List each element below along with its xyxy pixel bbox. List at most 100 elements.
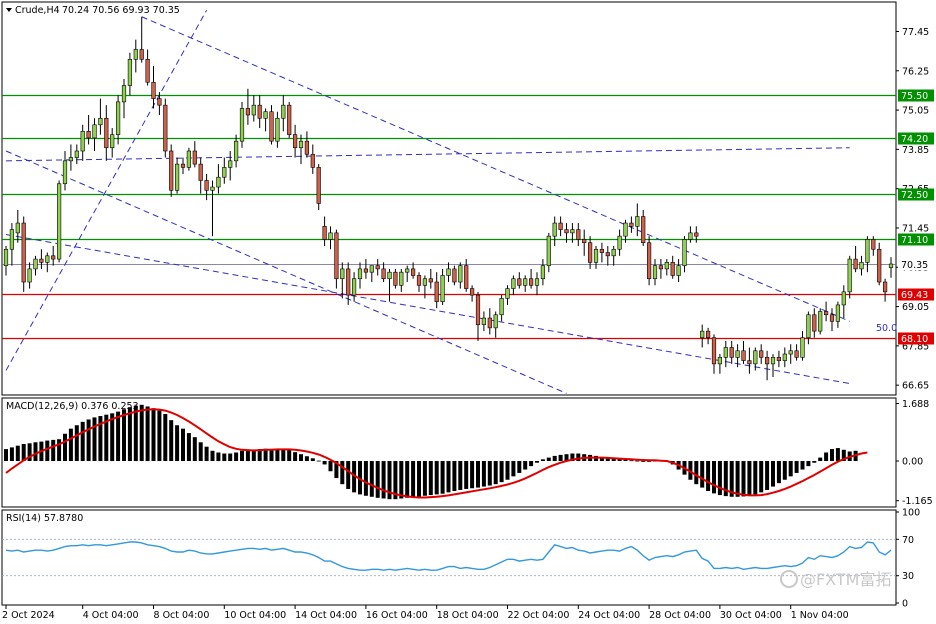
candle[interactable] [617,229,622,256]
candle[interactable] [540,259,545,286]
candle[interactable] [587,236,593,269]
candle[interactable] [794,344,799,361]
candle[interactable] [80,124,85,161]
candle[interactable] [505,285,510,305]
candle[interactable] [216,164,221,194]
candle[interactable] [458,262,463,289]
candle[interactable] [782,347,787,368]
candle[interactable] [776,350,781,368]
candle[interactable] [51,245,56,266]
candle[interactable] [322,216,327,246]
trendline[interactable] [5,147,850,162]
candle[interactable] [3,245,9,276]
candle[interactable] [605,245,610,266]
candle[interactable] [416,272,422,292]
candle[interactable] [192,141,197,168]
candle[interactable] [68,144,73,171]
candle[interactable] [641,209,646,246]
candle[interactable] [133,39,138,73]
candle[interactable] [635,203,640,237]
candle[interactable] [251,95,256,122]
candle[interactable] [346,262,351,305]
candle[interactable] [310,144,315,174]
candle[interactable] [741,340,746,364]
candle[interactable] [15,209,20,243]
candle[interactable] [269,105,274,145]
candle[interactable] [410,262,416,279]
candle[interactable] [770,354,776,377]
candle[interactable] [546,232,551,273]
candle[interactable] [180,157,186,174]
candle[interactable] [859,255,864,276]
candle[interactable] [116,95,121,145]
candle[interactable] [511,275,516,296]
candle[interactable] [186,147,192,171]
candle[interactable] [688,226,693,243]
candle[interactable] [92,118,97,152]
candle[interactable] [139,16,144,63]
candle[interactable] [287,101,292,138]
candle[interactable] [582,229,587,256]
candle[interactable] [464,259,469,292]
candle[interactable] [759,344,764,364]
candle[interactable] [564,223,569,243]
candle[interactable] [481,311,487,332]
candle[interactable] [393,268,398,289]
candle[interactable] [198,157,203,194]
candle[interactable] [175,157,180,194]
candle[interactable] [86,114,91,145]
candle[interactable] [275,111,280,148]
candle[interactable] [204,173,209,201]
candle[interactable] [882,278,888,302]
candle[interactable] [239,101,245,148]
candle[interactable] [576,223,581,246]
collapse-triangle-icon[interactable] [6,8,12,12]
candle[interactable] [328,226,333,250]
candle[interactable] [387,268,392,302]
candle[interactable] [104,105,109,161]
candle[interactable] [487,308,492,335]
candle[interactable] [234,134,239,168]
candle[interactable] [623,219,628,243]
candle[interactable] [375,259,380,276]
candle[interactable] [658,259,663,279]
candle[interactable] [558,216,563,237]
candle[interactable] [735,344,740,368]
candle[interactable] [629,216,634,233]
candle[interactable] [298,134,304,165]
candle[interactable] [646,236,652,286]
candle[interactable] [599,242,604,263]
candle[interactable] [56,180,62,263]
candle[interactable] [841,285,846,319]
trendline[interactable] [5,150,567,394]
candle[interactable] [652,259,658,286]
candle[interactable] [806,311,811,345]
candle[interactable] [98,98,103,135]
candle[interactable] [9,223,15,266]
candle[interactable] [676,259,681,283]
candle[interactable] [405,265,410,283]
candle[interactable] [823,301,829,322]
candle[interactable] [127,52,133,96]
candle[interactable] [523,275,528,292]
candle[interactable] [292,124,298,158]
candle[interactable] [210,180,215,237]
candle[interactable] [151,65,156,109]
candle[interactable] [169,144,174,197]
candle[interactable] [316,164,321,210]
candle[interactable] [800,331,805,361]
candle[interactable] [245,88,251,125]
candle[interactable] [888,257,894,278]
candle[interactable] [611,245,616,266]
candle[interactable] [399,268,404,292]
candle[interactable] [39,249,44,269]
candle[interactable] [281,95,286,132]
candle[interactable] [440,268,445,305]
trendline[interactable] [5,234,850,385]
candle[interactable] [163,98,168,158]
candle[interactable] [700,324,705,348]
candle[interactable] [469,285,475,302]
candle[interactable] [363,259,369,279]
candle[interactable] [110,128,115,158]
candle[interactable] [753,347,758,371]
